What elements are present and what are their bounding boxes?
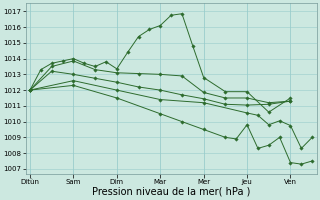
X-axis label: Pression niveau de la mer( hPa ): Pression niveau de la mer( hPa ) xyxy=(92,187,250,197)
